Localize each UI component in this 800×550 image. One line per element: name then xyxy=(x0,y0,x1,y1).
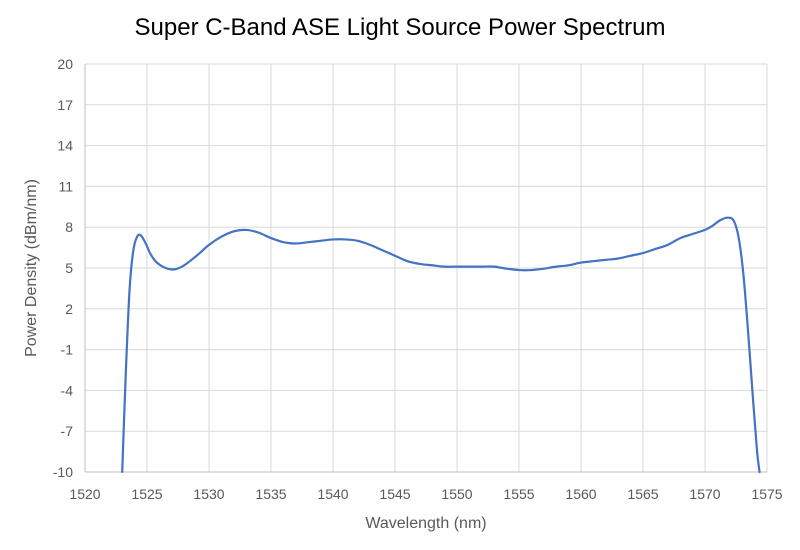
axes xyxy=(84,64,767,473)
chart-title: Super C-Band ASE Light Source Power Spec… xyxy=(134,14,666,41)
y-tick-label: 8 xyxy=(65,219,73,235)
series-layer xyxy=(121,216,761,474)
x-tick-label: 1535 xyxy=(255,486,286,502)
x-tick-label: 1525 xyxy=(131,486,162,502)
y-tick-label: -1 xyxy=(61,342,74,358)
tick-labels: 1520 1525 1530 1535 1540 1545 1550 1555 1560 1565… xyxy=(53,56,783,502)
y-tick-label: -7 xyxy=(61,423,74,439)
x-tick-label: 1520 xyxy=(69,486,100,502)
x-tick-label: 1570 xyxy=(689,486,720,502)
y-tick-label: 14 xyxy=(57,138,73,154)
x-tick-label: 1575 xyxy=(751,486,782,502)
x-tick-label: 1560 xyxy=(565,486,596,502)
gridlines xyxy=(84,63,768,472)
x-tick-label: 1545 xyxy=(379,486,410,502)
y-tick-label: 2 xyxy=(65,301,73,317)
y-tick-label: 17 xyxy=(57,97,73,113)
y-tick-label: -4 xyxy=(61,382,74,398)
x-tick-label: 1555 xyxy=(503,486,534,502)
y-tick-label: 20 xyxy=(57,56,73,72)
x-tick-label: 1565 xyxy=(627,486,658,502)
x-tick-label: 1540 xyxy=(317,486,348,502)
y-tick-label: -10 xyxy=(53,464,73,480)
x-axis-title: Wavelength (nm) xyxy=(365,515,486,532)
y-axis-title: Power Density (dBm/nm) xyxy=(23,179,40,357)
x-tick-label: 1530 xyxy=(193,486,224,502)
x-tick-label: 1550 xyxy=(441,486,472,502)
y-tick-label: 5 xyxy=(65,260,73,276)
y-tick-label: 11 xyxy=(58,178,73,194)
spectrum-series-line xyxy=(121,216,761,474)
